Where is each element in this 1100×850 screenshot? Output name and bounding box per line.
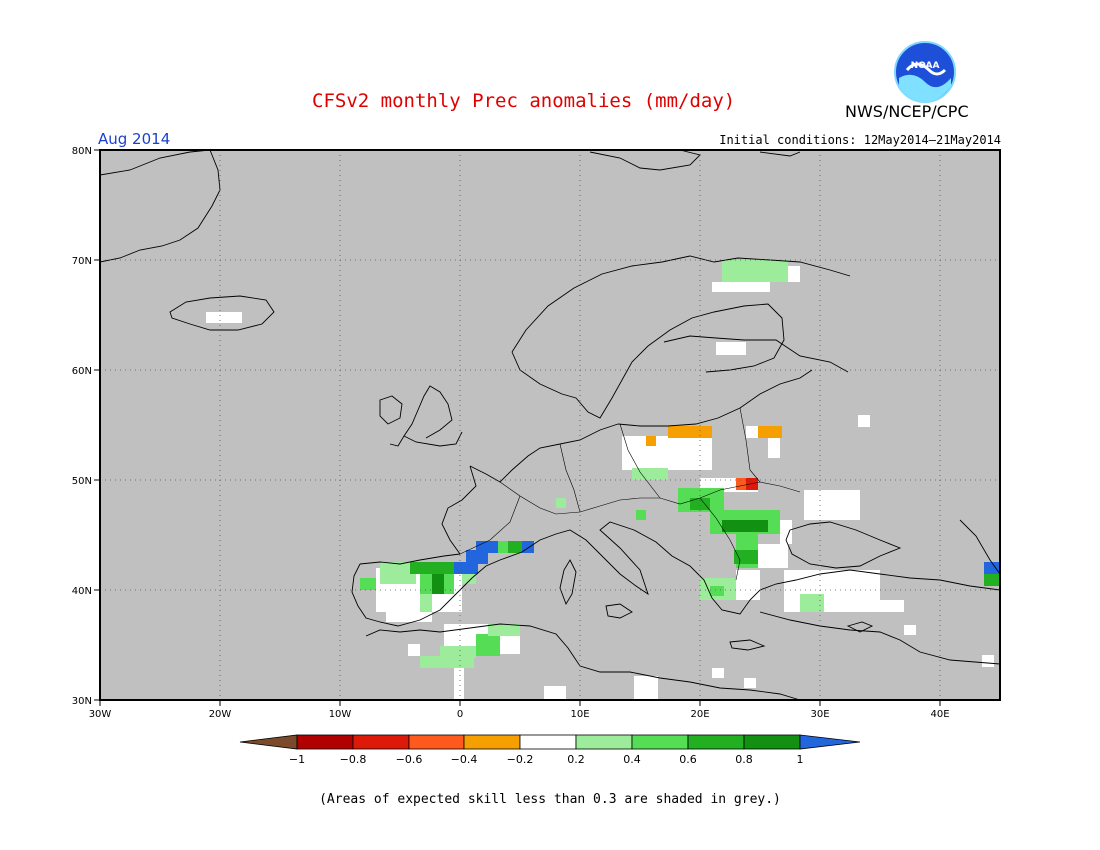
colorbar-label: 0.6 bbox=[679, 753, 697, 766]
colorbar-label: 0.4 bbox=[623, 753, 641, 766]
graticule bbox=[100, 150, 1000, 700]
colorbar-box bbox=[631, 734, 689, 750]
lat-labels: 80N 70N 60N 50N 40N 30N bbox=[72, 146, 92, 707]
lon-label: 20E bbox=[690, 709, 709, 720]
colorbar-label: −1 bbox=[289, 753, 305, 766]
lon-label: 20W bbox=[209, 709, 232, 720]
axis-ticks bbox=[94, 149, 941, 706]
colorbar-box bbox=[743, 734, 801, 750]
lon-label: 30E bbox=[810, 709, 829, 720]
lat-label: 60N bbox=[72, 366, 92, 377]
lat-label: 80N bbox=[72, 146, 92, 157]
map-title: CFSv2 monthly Prec anomalies (mm/day) bbox=[312, 90, 736, 112]
lon-label: 10E bbox=[570, 709, 589, 720]
colorbar-box bbox=[352, 734, 410, 750]
colorbar-box bbox=[296, 734, 354, 750]
agency-label: NWS/NCEP/CPC bbox=[845, 102, 969, 121]
colorbar-under-arrow bbox=[239, 734, 298, 750]
colorbar: −1 −0.8 −0.6 −0.4 −0.2 0.2 0.4 0.6 0.8 1 bbox=[239, 734, 861, 766]
colorbar-label: 0.2 bbox=[567, 753, 585, 766]
lat-label: 40N bbox=[72, 586, 92, 597]
colorbar-label: −0.2 bbox=[507, 753, 534, 766]
lat-label: 30N bbox=[72, 696, 92, 707]
lon-label: 0 bbox=[457, 709, 463, 720]
colorbar-box bbox=[408, 734, 465, 750]
colorbar-box bbox=[519, 734, 577, 750]
lon-label: 10W bbox=[329, 709, 352, 720]
lat-label: 70N bbox=[72, 256, 92, 267]
initial-conditions: Initial conditions: 12May2014–21May2014 bbox=[719, 133, 1001, 147]
lon-label: 40E bbox=[930, 709, 949, 720]
coastlines bbox=[99, 149, 1001, 701]
colorbar-box bbox=[575, 734, 633, 750]
colorbar-label: −0.4 bbox=[451, 753, 478, 766]
colorbar-label: −0.8 bbox=[340, 753, 367, 766]
colorbar-label: 0.8 bbox=[735, 753, 753, 766]
lon-labels: 30W 20W 10W 0 10E 20E 30E 40E bbox=[89, 709, 950, 720]
colorbar-label: −0.6 bbox=[396, 753, 423, 766]
anomaly-cells bbox=[206, 260, 1000, 700]
colorbar-box bbox=[463, 734, 521, 750]
colorbar-label: 1 bbox=[797, 753, 804, 766]
lat-label: 50N bbox=[72, 476, 92, 487]
noaa-logo-icon: NOAA bbox=[894, 41, 956, 103]
lon-label: 30W bbox=[89, 709, 112, 720]
logo-text: NOAA bbox=[911, 61, 940, 71]
forecast-month: Aug 2014 bbox=[98, 130, 171, 148]
skill-footnote: (Areas of expected skill less than 0.3 a… bbox=[319, 792, 781, 807]
colorbar-box bbox=[687, 734, 745, 750]
map-frame bbox=[99, 149, 1001, 701]
colorbar-over-arrow bbox=[799, 734, 861, 750]
